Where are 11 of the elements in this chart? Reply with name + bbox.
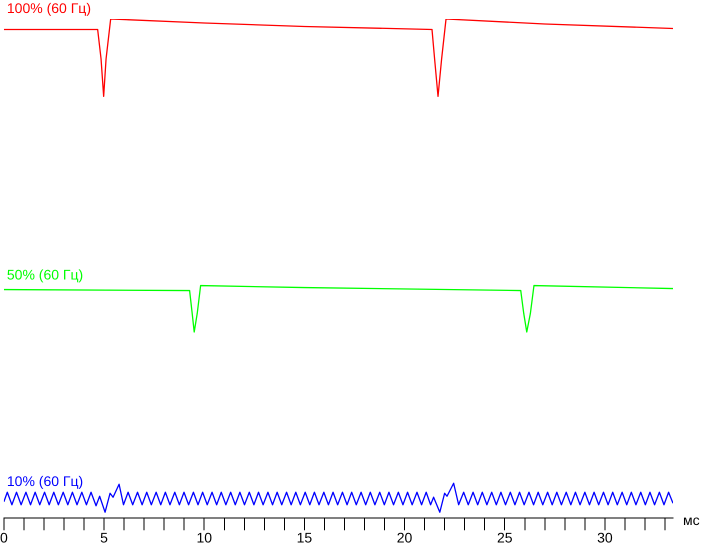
x-tick-label: 15	[296, 529, 312, 546]
series-label: 10% (60 Гц)	[6, 473, 84, 490]
x-tick-label: 0	[0, 529, 8, 546]
x-tick-label: 25	[496, 529, 513, 546]
series-label: 100% (60 Гц)	[6, 0, 91, 16]
x-tick-label: 5	[100, 529, 108, 546]
x-tick-label: 20	[396, 529, 413, 546]
x-axis-title: мс	[683, 512, 700, 528]
x-tick-label: 10	[196, 529, 212, 546]
x-tick-label: 30	[597, 529, 613, 546]
series-label: 50% (60 Гц)	[6, 266, 84, 282]
